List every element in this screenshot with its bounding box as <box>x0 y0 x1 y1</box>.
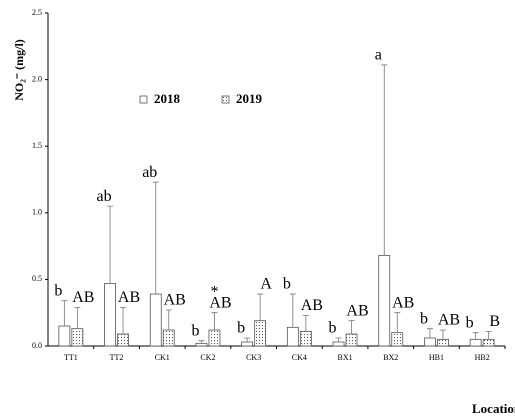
bar <box>437 338 449 347</box>
error-bar <box>198 340 205 344</box>
legend-swatch <box>139 95 148 104</box>
x-tick-label: CK1 <box>155 353 170 362</box>
x-tick-label: HB2 <box>475 353 490 362</box>
bar <box>378 255 391 347</box>
significance-label: b <box>191 322 199 339</box>
x-tick-label: BX1 <box>337 353 352 362</box>
error-bar <box>381 64 388 256</box>
error-bar <box>211 312 218 331</box>
bar <box>469 338 482 347</box>
y-tick-label: 1.5 <box>32 141 42 150</box>
bar <box>345 333 358 347</box>
bar <box>286 326 299 347</box>
x-tick-label: TT1 <box>64 353 78 362</box>
significance-label: b <box>420 310 428 327</box>
significance-label: b <box>466 314 474 331</box>
significance-label: b <box>54 282 62 299</box>
significance-label: b <box>283 276 291 293</box>
bar <box>195 342 208 347</box>
error-bar <box>426 328 433 339</box>
error-bar <box>289 293 296 328</box>
significance-label: a <box>375 47 382 64</box>
significance-label: ab <box>142 164 157 181</box>
bar <box>332 341 345 347</box>
significance-label: AB <box>164 292 186 309</box>
x-tick-label: CK4 <box>292 353 307 362</box>
y-axis-label: NO₂⁻ (mg/l) <box>12 39 26 101</box>
x-tick-label: CK2 <box>200 353 215 362</box>
significance-label: B <box>489 313 500 330</box>
error-bar <box>74 306 81 329</box>
significance-label: AB <box>118 289 140 306</box>
bar <box>391 332 404 347</box>
bar <box>424 337 436 347</box>
y-tick-label: 2.5 <box>32 8 42 17</box>
significance-label: AB <box>346 302 368 319</box>
significance-label: AB <box>392 294 414 311</box>
significance-label: AB <box>209 294 231 311</box>
bar <box>149 293 162 347</box>
significance-label: b <box>237 320 245 337</box>
bar <box>117 333 129 347</box>
error-bar <box>244 337 251 343</box>
error-bar <box>394 312 401 333</box>
bar <box>162 329 175 347</box>
legend-label: 2019 <box>236 91 263 106</box>
bar <box>208 329 221 347</box>
error-bar <box>257 293 264 321</box>
legend-swatch <box>221 95 230 104</box>
x-tick-label: BX2 <box>383 353 398 362</box>
significance-label: AB <box>301 297 323 314</box>
y-tick-label: 0.0 <box>32 341 42 350</box>
error-bar <box>302 314 309 332</box>
error-bar <box>107 205 114 284</box>
error-bar <box>348 320 355 335</box>
y-tick-label: 2.0 <box>32 74 42 83</box>
bar <box>58 325 71 347</box>
error-bar <box>120 306 127 335</box>
error-bar <box>472 332 479 340</box>
error-bar <box>439 329 446 340</box>
y-tick-label: 0.5 <box>32 274 42 283</box>
x-axis-label: Location <box>472 401 515 416</box>
marker-label: * <box>210 283 218 300</box>
bar <box>482 338 495 347</box>
legend-label: 2018 <box>154 91 181 106</box>
x-tick-label: HB1 <box>429 353 444 362</box>
significance-label: ab <box>96 188 111 205</box>
x-tick-label: TT2 <box>110 353 124 362</box>
y-tick-label: 1.0 <box>32 208 42 217</box>
error-bar <box>152 181 159 295</box>
error-bar <box>335 337 342 343</box>
significance-label: b <box>329 320 337 337</box>
bar <box>241 341 254 347</box>
significance-label: A <box>260 276 272 293</box>
error-bar <box>485 330 492 340</box>
bar <box>71 328 84 347</box>
significance-label: AB <box>438 312 460 329</box>
bar <box>104 282 116 347</box>
x-tick-label: CK3 <box>246 353 261 362</box>
significance-label: AB <box>72 289 94 306</box>
bar <box>299 330 312 347</box>
error-bar <box>165 309 172 331</box>
error-bar <box>61 300 68 327</box>
bar <box>254 320 267 347</box>
